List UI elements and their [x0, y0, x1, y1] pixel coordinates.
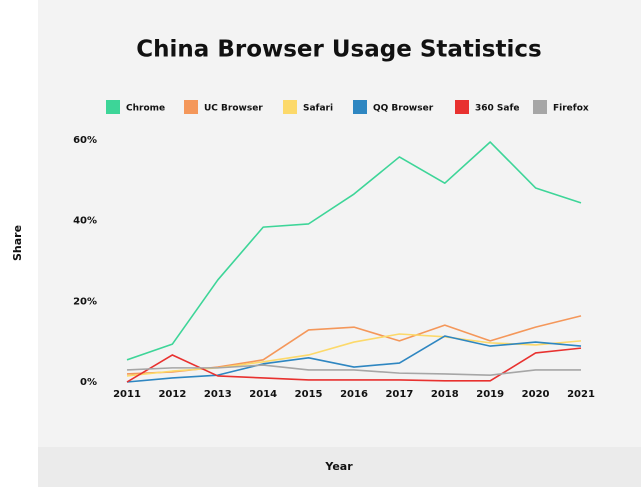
legend-label: Safari: [303, 104, 333, 114]
x-tick-label: 2013: [204, 389, 232, 400]
series-line: [126, 364, 581, 376]
y-tick-label: 20%: [73, 296, 97, 307]
y-tick-label: 60%: [73, 135, 97, 146]
x-tick-label: 2018: [431, 389, 459, 400]
y-axis-label: Share: [11, 225, 24, 261]
y-tick-label: 40%: [73, 216, 97, 227]
legend-swatch: [353, 100, 367, 114]
legend-swatch: [106, 100, 120, 114]
legend-label: UC Browser: [204, 104, 263, 114]
series-line: [126, 347, 582, 383]
legend-swatch: [184, 100, 198, 114]
panel: [38, 0, 641, 447]
legend-label: 360 Safe: [475, 104, 520, 114]
x-tick-label: 2014: [249, 389, 277, 400]
x-tick-label: 2011: [113, 389, 141, 400]
legend-swatch: [283, 100, 297, 114]
x-tick-label: 2020: [522, 389, 550, 400]
x-tick-label: 2016: [340, 389, 368, 400]
legend-swatch: [455, 100, 469, 114]
x-tick-label: 2021: [567, 389, 595, 400]
chart-title: China Browser Usage Statistics: [136, 37, 541, 63]
legend-swatch: [533, 100, 547, 114]
x-tick-label: 2019: [476, 389, 504, 400]
footer-panel: [38, 447, 641, 487]
x-axis-label: Year: [324, 460, 353, 473]
series-line: [126, 335, 582, 383]
legend-label: QQ Browser: [373, 104, 434, 114]
legend-label: Firefox: [553, 104, 589, 114]
legend-label: Chrome: [126, 104, 165, 114]
series-line: [126, 141, 582, 361]
x-tick-label: 2017: [385, 389, 413, 400]
y-tick-label: 0%: [80, 377, 97, 388]
x-tick-label: 2015: [295, 389, 323, 400]
x-tick-label: 2012: [158, 389, 186, 400]
